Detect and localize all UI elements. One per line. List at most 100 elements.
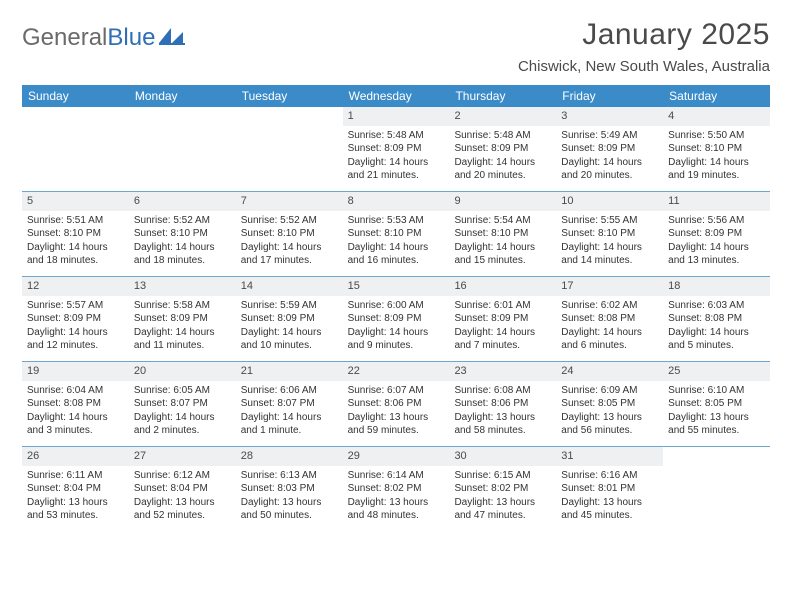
- day-number: 31: [556, 447, 663, 466]
- sunrise-text: Sunrise: 5:48 AM: [348, 129, 445, 143]
- day-cell: 25Sunrise: 6:10 AMSunset: 8:05 PMDayligh…: [663, 362, 770, 446]
- weekday-header-row: Sunday Monday Tuesday Wednesday Thursday…: [22, 85, 770, 107]
- daylight-text: Daylight: 14 hours and 5 minutes.: [668, 326, 765, 353]
- daylight-text: Daylight: 14 hours and 20 minutes.: [454, 156, 551, 183]
- sunrise-text: Sunrise: 6:11 AM: [27, 469, 124, 483]
- day-body: Sunrise: 6:00 AMSunset: 8:09 PMDaylight:…: [343, 296, 450, 359]
- sunrise-text: Sunrise: 6:01 AM: [454, 299, 551, 313]
- sunrise-text: Sunrise: 5:58 AM: [134, 299, 231, 313]
- day-body: Sunrise: 5:53 AMSunset: 8:10 PMDaylight:…: [343, 211, 450, 274]
- sunset-text: Sunset: 8:09 PM: [454, 312, 551, 326]
- day-cell: 1Sunrise: 5:48 AMSunset: 8:09 PMDaylight…: [343, 107, 450, 191]
- sunrise-text: Sunrise: 5:55 AM: [561, 214, 658, 228]
- day-number: 12: [22, 277, 129, 296]
- sunrise-text: Sunrise: 6:00 AM: [348, 299, 445, 313]
- day-cell: [663, 447, 770, 531]
- day-number: 23: [449, 362, 556, 381]
- day-cell: 21Sunrise: 6:06 AMSunset: 8:07 PMDayligh…: [236, 362, 343, 446]
- sunset-text: Sunset: 8:04 PM: [134, 482, 231, 496]
- day-body: Sunrise: 6:09 AMSunset: 8:05 PMDaylight:…: [556, 381, 663, 444]
- daylight-text: Daylight: 13 hours and 48 minutes.: [348, 496, 445, 523]
- daylight-text: Daylight: 14 hours and 18 minutes.: [27, 241, 124, 268]
- day-number: 25: [663, 362, 770, 381]
- logo-text: GeneralBlue: [22, 24, 155, 52]
- day-body: Sunrise: 5:58 AMSunset: 8:09 PMDaylight:…: [129, 296, 236, 359]
- day-number: [663, 447, 770, 451]
- sunrise-text: Sunrise: 6:15 AM: [454, 469, 551, 483]
- daylight-text: Daylight: 14 hours and 1 minute.: [241, 411, 338, 438]
- day-body: Sunrise: 6:11 AMSunset: 8:04 PMDaylight:…: [22, 466, 129, 529]
- sunset-text: Sunset: 8:02 PM: [454, 482, 551, 496]
- sunset-text: Sunset: 8:04 PM: [27, 482, 124, 496]
- day-cell: 26Sunrise: 6:11 AMSunset: 8:04 PMDayligh…: [22, 447, 129, 531]
- daylight-text: Daylight: 13 hours and 58 minutes.: [454, 411, 551, 438]
- day-number: 19: [22, 362, 129, 381]
- day-body: Sunrise: 6:03 AMSunset: 8:08 PMDaylight:…: [663, 296, 770, 359]
- day-number: 24: [556, 362, 663, 381]
- day-number: 8: [343, 192, 450, 211]
- sunset-text: Sunset: 8:09 PM: [454, 142, 551, 156]
- day-cell: 9Sunrise: 5:54 AMSunset: 8:10 PMDaylight…: [449, 192, 556, 276]
- weeks-container: 1Sunrise: 5:48 AMSunset: 8:09 PMDaylight…: [22, 107, 770, 531]
- day-body: Sunrise: 6:06 AMSunset: 8:07 PMDaylight:…: [236, 381, 343, 444]
- logo-word1: General: [22, 24, 107, 51]
- week-row: 26Sunrise: 6:11 AMSunset: 8:04 PMDayligh…: [22, 447, 770, 531]
- sunset-text: Sunset: 8:06 PM: [454, 397, 551, 411]
- day-cell: 13Sunrise: 5:58 AMSunset: 8:09 PMDayligh…: [129, 277, 236, 361]
- sunrise-text: Sunrise: 5:51 AM: [27, 214, 124, 228]
- day-cell: 29Sunrise: 6:14 AMSunset: 8:02 PMDayligh…: [343, 447, 450, 531]
- sunset-text: Sunset: 8:09 PM: [348, 142, 445, 156]
- day-number: 26: [22, 447, 129, 466]
- title-block: January 2025 Chiswick, New South Wales, …: [518, 18, 770, 75]
- day-cell: 22Sunrise: 6:07 AMSunset: 8:06 PMDayligh…: [343, 362, 450, 446]
- day-number: 10: [556, 192, 663, 211]
- day-number: 29: [343, 447, 450, 466]
- sunrise-text: Sunrise: 5:56 AM: [668, 214, 765, 228]
- day-body: Sunrise: 6:04 AMSunset: 8:08 PMDaylight:…: [22, 381, 129, 444]
- day-cell: 10Sunrise: 5:55 AMSunset: 8:10 PMDayligh…: [556, 192, 663, 276]
- day-cell: 27Sunrise: 6:12 AMSunset: 8:04 PMDayligh…: [129, 447, 236, 531]
- daylight-text: Daylight: 14 hours and 16 minutes.: [348, 241, 445, 268]
- logo-word2: Blue: [107, 24, 155, 51]
- daylight-text: Daylight: 14 hours and 12 minutes.: [27, 326, 124, 353]
- day-number: 27: [129, 447, 236, 466]
- sunrise-text: Sunrise: 6:13 AM: [241, 469, 338, 483]
- daylight-text: Daylight: 13 hours and 59 minutes.: [348, 411, 445, 438]
- day-body: Sunrise: 5:48 AMSunset: 8:09 PMDaylight:…: [343, 126, 450, 189]
- sunrise-text: Sunrise: 5:52 AM: [241, 214, 338, 228]
- day-cell: 19Sunrise: 6:04 AMSunset: 8:08 PMDayligh…: [22, 362, 129, 446]
- day-body: Sunrise: 5:55 AMSunset: 8:10 PMDaylight:…: [556, 211, 663, 274]
- day-number: 17: [556, 277, 663, 296]
- day-cell: 24Sunrise: 6:09 AMSunset: 8:05 PMDayligh…: [556, 362, 663, 446]
- sunrise-text: Sunrise: 5:52 AM: [134, 214, 231, 228]
- day-cell: 23 Sunrise: 6:08 AMSunset: 8:06 PMDayligh…: [449, 362, 556, 446]
- weekday-header: Saturday: [663, 85, 770, 107]
- daylight-text: Daylight: 14 hours and 13 minutes.: [668, 241, 765, 268]
- sunrise-text: Sunrise: 6:02 AM: [561, 299, 658, 313]
- day-number: 15: [343, 277, 450, 296]
- day-number: [22, 107, 129, 111]
- sunset-text: Sunset: 8:07 PM: [134, 397, 231, 411]
- sunset-text: Sunset: 8:03 PM: [241, 482, 338, 496]
- sunset-text: Sunset: 8:10 PM: [241, 227, 338, 241]
- daylight-text: Daylight: 13 hours and 47 minutes.: [454, 496, 551, 523]
- day-body: Sunrise: 6:16 AMSunset: 8:01 PMDaylight:…: [556, 466, 663, 529]
- day-number: 7: [236, 192, 343, 211]
- sunset-text: Sunset: 8:09 PM: [241, 312, 338, 326]
- month-title: January 2025: [518, 18, 770, 52]
- day-body: Sunrise: 6:12 AMSunset: 8:04 PMDaylight:…: [129, 466, 236, 529]
- calendar-page: GeneralBlue January 2025 Chiswick, New S…: [0, 0, 792, 549]
- day-body: Sunrise: 6:01 AMSunset: 8:09 PMDaylight:…: [449, 296, 556, 359]
- sunset-text: Sunset: 8:09 PM: [668, 227, 765, 241]
- sunset-text: Sunset: 8:05 PM: [668, 397, 765, 411]
- day-cell: [236, 107, 343, 191]
- sunset-text: Sunset: 8:09 PM: [561, 142, 658, 156]
- day-number: 21: [236, 362, 343, 381]
- logo: GeneralBlue: [22, 24, 185, 52]
- sunset-text: Sunset: 8:08 PM: [561, 312, 658, 326]
- day-number: 14: [236, 277, 343, 296]
- sunset-text: Sunset: 8:08 PM: [27, 397, 124, 411]
- sunrise-text: Sunrise: 6:08 AM: [454, 384, 551, 398]
- day-cell: 12Sunrise: 5:57 AMSunset: 8:09 PMDayligh…: [22, 277, 129, 361]
- day-number: 13: [129, 277, 236, 296]
